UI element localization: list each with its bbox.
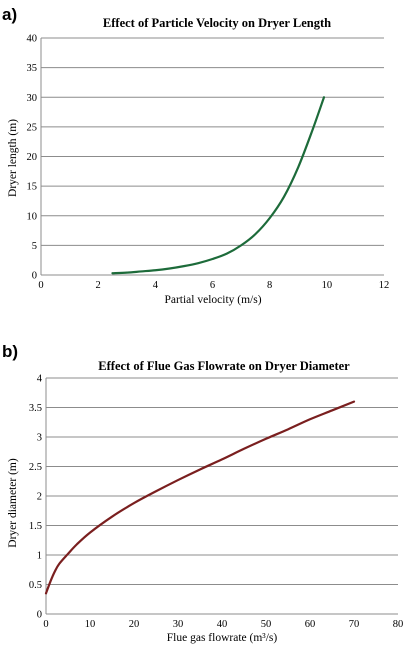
- chart-b-title: Effect of Flue Gas Flowrate on Dryer Dia…: [98, 359, 350, 373]
- chart-b-grid: [46, 377, 398, 585]
- chart-b-x-tick-label: 40: [217, 619, 228, 630]
- chart-b-x-tick-label: 80: [393, 619, 404, 630]
- chart-b-y-tick-label: 1: [37, 551, 42, 562]
- chart-b-x-tick-label: 20: [129, 619, 140, 630]
- chart-b-x-axis-label: Flue gas flowrate (m³/s): [167, 632, 278, 644]
- chart-b-y-tick-label: 3.5: [29, 403, 42, 414]
- chart-b-x-tick-label: 0: [43, 619, 48, 630]
- chart-a-y-tick-label: 40: [27, 34, 38, 45]
- chart-b-y-tick-label: 4: [37, 374, 43, 385]
- chart-b-axes: [45, 378, 398, 615]
- chart-a-y-tick-label: 25: [27, 122, 38, 133]
- chart-a-y-tick-label: 20: [27, 152, 38, 163]
- chart-a-series: [111, 96, 326, 275]
- chart-a-y-tick-label: 35: [27, 63, 38, 74]
- chart-a-y-tick-label: 0: [32, 271, 37, 282]
- chart-b-y-tick-label: 1.5: [29, 521, 42, 532]
- chart-b-x-ticks: 0 10 20 30 40 50 60 70 80: [43, 619, 403, 630]
- chart-b-y-tick-label: 0: [37, 610, 42, 621]
- chart-b-series: [44, 400, 356, 595]
- chart-b-x-tick-label: 10: [85, 619, 96, 630]
- chart-a-title: Effect of Particle Velocity on Dryer Len…: [103, 16, 331, 30]
- chart-a-x-tick-label: 10: [322, 280, 333, 291]
- chart-a-x-axis-label: Partial velocity (m/s): [164, 294, 261, 306]
- chart-a-x-tick-label: 4: [153, 280, 159, 291]
- chart-b-y-tick-label: 2: [37, 492, 42, 503]
- chart-b-x-tick-label: 50: [261, 619, 272, 630]
- chart-b-series-line: [44, 400, 356, 595]
- chart-b-y-axis-label: Dryer diameter (m): [7, 458, 19, 548]
- chart-a-y-tick-label: 30: [27, 93, 38, 104]
- chart-a-grid: [41, 37, 384, 246]
- chart-a-x-tick-label: 12: [379, 280, 390, 291]
- panel-label-b: b): [2, 342, 18, 361]
- chart-a-y-tick-label: 5: [32, 241, 37, 252]
- chart-b-y-tick-label: 2.5: [29, 462, 42, 473]
- chart-a-y-tick-label: 15: [27, 182, 38, 193]
- chart-b-x-tick-label: 60: [305, 619, 316, 630]
- chart-a-x-tick-label: 0: [38, 280, 43, 291]
- chart-b-y-tick-label: 0.5: [29, 580, 42, 591]
- chart-b: b) Effect of Flue Gas Flowrate on Dryer …: [2, 342, 403, 644]
- chart-b-x-tick-label: 30: [173, 619, 184, 630]
- panel-label-a: a): [2, 5, 17, 24]
- chart-a-axes: [40, 38, 384, 276]
- chart-a-x-ticks: 0 2 4 6 8 10 12: [38, 280, 389, 291]
- chart-b-y-tick-label: 3: [37, 433, 42, 444]
- chart-b-x-tick-label: 70: [349, 619, 360, 630]
- chart-a-x-tick-label: 8: [267, 280, 272, 291]
- chart-a-y-axis-label: Dryer length (m): [7, 119, 19, 197]
- chart-a: a) Effect of Particle Velocity on Dryer …: [2, 5, 389, 306]
- chart-a-series-line: [111, 96, 326, 275]
- chart-a-x-tick-label: 2: [96, 280, 101, 291]
- chart-a-y-tick-label: 10: [27, 211, 38, 222]
- chart-a-y-ticks: 0 5 10 15 20 25 30 35 40: [27, 34, 38, 282]
- chart-b-y-ticks: 0 0.5 1 1.5 2 2.5 3 3.5 4: [29, 374, 43, 621]
- chart-a-x-tick-label: 6: [210, 280, 215, 291]
